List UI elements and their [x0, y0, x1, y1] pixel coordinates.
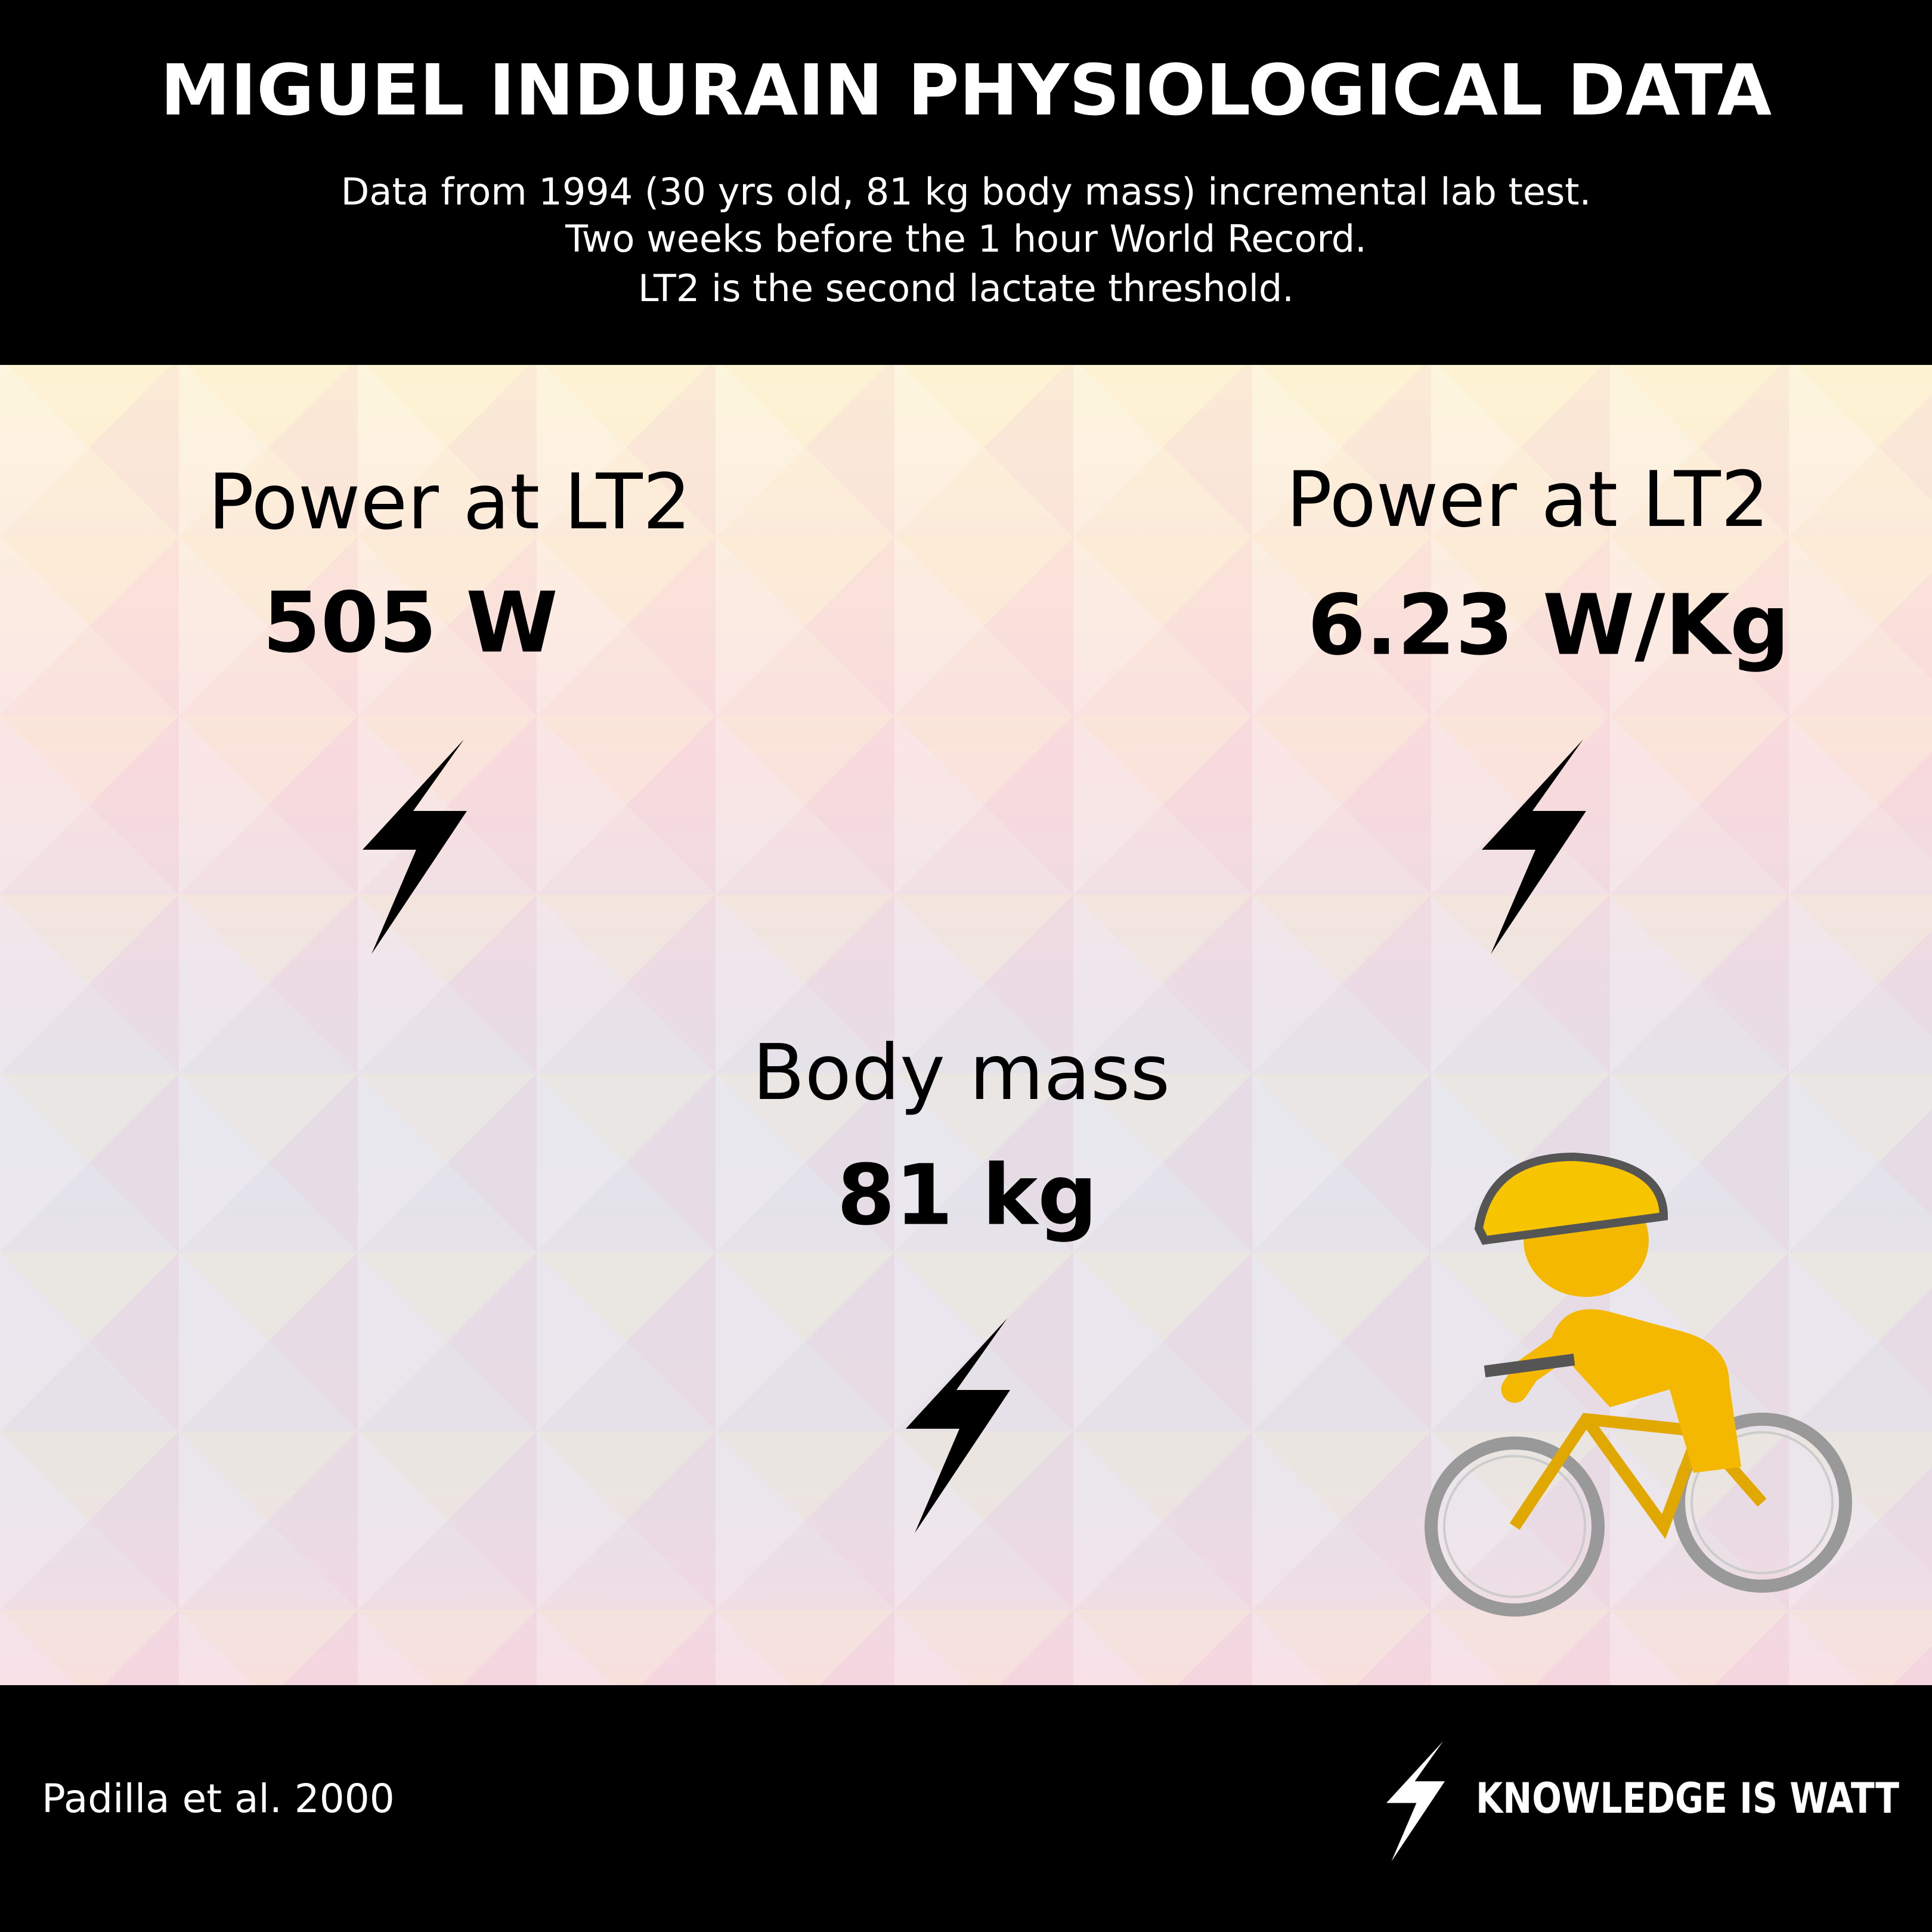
title: MIGUEL INDURAIN PHYSIOLOGICAL DATA [160, 49, 1772, 131]
stat-value: 6.23 W/Kg [1308, 577, 1789, 674]
background-pattern [0, 365, 1932, 1685]
footer-band [0, 1685, 1932, 1932]
stat-value: 505 W [262, 575, 558, 672]
subtitle-line: LT2 is the second lactate threshold. [638, 267, 1294, 310]
stat-label: Body mass [753, 1029, 1170, 1117]
brand: KNOWLEDGE IS WATT [1476, 1774, 1899, 1823]
stat-label: Power at LT2 [208, 458, 691, 547]
source: Padilla et al. 2000 [42, 1776, 395, 1822]
header-band [0, 0, 1932, 365]
subtitle-line: Two weeks before the 1 hour World Record… [565, 217, 1367, 261]
subtitle-line: Data from 1994 (30 yrs old, 81 kg body m… [341, 170, 1592, 213]
stat-label: Power at LT2 [1286, 456, 1769, 544]
cyclist-illustration [1425, 1152, 1852, 1617]
stat-value: 81 kg [837, 1147, 1098, 1244]
